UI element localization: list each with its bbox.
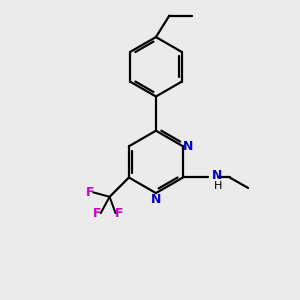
Text: H: H — [214, 181, 222, 191]
Text: F: F — [115, 207, 123, 220]
Text: F: F — [93, 207, 101, 220]
Text: N: N — [212, 169, 222, 182]
Text: F: F — [85, 186, 94, 199]
Text: N: N — [151, 193, 161, 206]
Text: N: N — [183, 140, 194, 153]
